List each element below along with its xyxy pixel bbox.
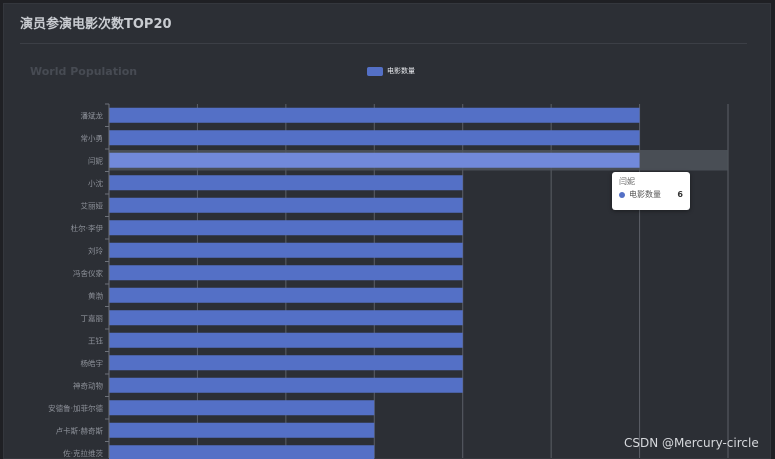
watermark: CSDN @Mercury-circle [624,436,759,450]
tooltip-value: 6 [677,190,683,199]
y-tick-label: 丁嘉丽 [81,313,104,323]
y-tick-label: 安德鲁·加菲尔德 [48,403,103,413]
bar [109,197,463,213]
y-tick-label: 佐·克拉维茨 [63,448,103,458]
bar [109,332,463,348]
chart-tooltip: 闫妮 电影数量 6 [612,172,690,210]
chart-legend[interactable]: 电影数量 [367,66,415,76]
y-tick-label: 卢卡斯·赫奇斯 [56,425,104,435]
bar [109,377,463,393]
tooltip-series: 电影数量 [629,190,661,199]
bar [109,400,375,416]
y-tick-label: 小沈 [88,178,103,188]
bar [109,355,463,371]
y-tick-label: 常小勇 [81,134,104,143]
y-tick-label: 刘玲 [88,245,103,255]
bar [109,422,375,438]
title-divider [20,43,747,44]
legend-swatch [367,66,383,76]
bar [109,287,463,303]
y-tick-label: 杜尔·李伊 [71,223,104,233]
y-tick-label: 闫妮 [88,155,103,165]
y-tick-label: 潘斌龙 [81,110,104,120]
bar [109,310,463,326]
y-tick-label: 王钰 [88,335,103,345]
bar [109,220,463,236]
y-tick-label: 黄渤 [88,290,103,300]
y-tick-label: 杨皓宇 [81,358,104,368]
legend-label: 电影数量 [387,67,415,75]
chart-title: World Population [30,65,138,78]
tooltip-row: 电影数量 6 [619,188,683,202]
bar [109,152,640,168]
tooltip-title: 闫妮 [619,177,635,186]
bar [109,445,375,459]
y-tick-label: 艾丽娅 [81,200,104,210]
panel-title: 演员参演电影次数TOP20 [20,17,172,32]
bar [109,265,463,281]
y-tick-label: 冯舍仪家 [73,268,103,278]
bar [109,242,463,258]
bar [109,175,463,191]
bar [109,107,640,123]
bar [109,130,640,146]
y-tick-label: 神奇动物 [73,380,103,390]
tooltip-marker [619,192,625,198]
